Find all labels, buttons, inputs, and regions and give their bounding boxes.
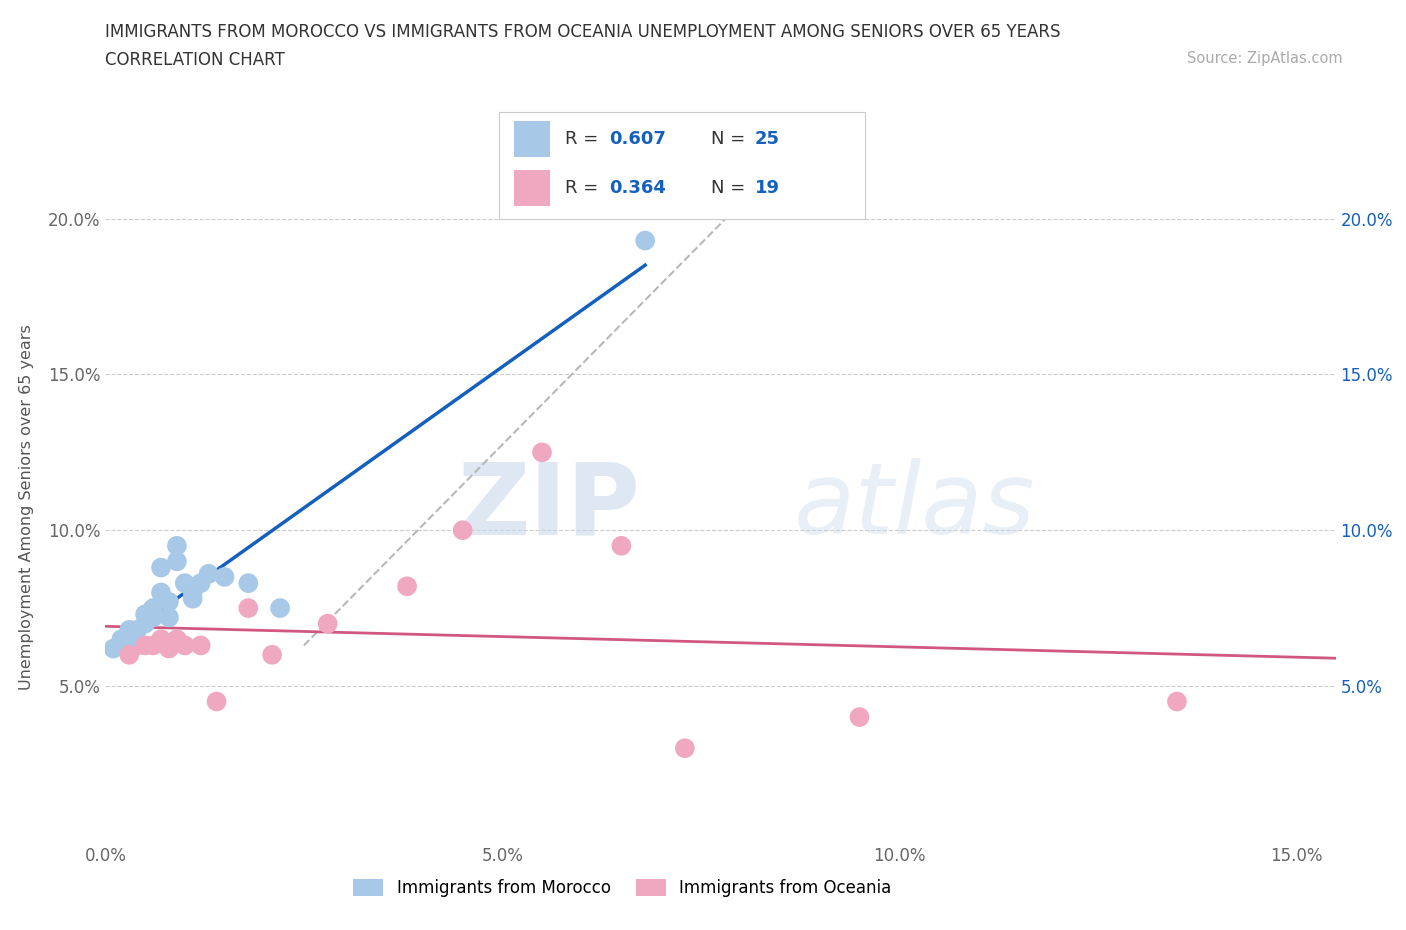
Point bbox=[157, 594, 180, 609]
Point bbox=[214, 569, 236, 584]
Point bbox=[118, 631, 141, 646]
Point bbox=[118, 622, 141, 637]
Point bbox=[166, 554, 188, 569]
Point bbox=[134, 617, 156, 631]
FancyBboxPatch shape bbox=[513, 121, 550, 156]
Point bbox=[1166, 694, 1188, 709]
Point bbox=[142, 610, 165, 625]
Text: atlas: atlas bbox=[794, 458, 1036, 555]
Point bbox=[157, 610, 180, 625]
Text: 19: 19 bbox=[755, 179, 780, 197]
Point bbox=[396, 578, 419, 593]
Text: N =: N = bbox=[711, 179, 751, 197]
Point bbox=[673, 741, 696, 756]
Point bbox=[634, 233, 657, 248]
Text: 0.607: 0.607 bbox=[609, 130, 665, 148]
Text: ZIP: ZIP bbox=[458, 458, 641, 555]
Point bbox=[190, 638, 212, 653]
Point bbox=[197, 566, 219, 581]
Point bbox=[110, 631, 132, 646]
Text: R =: R = bbox=[565, 130, 605, 148]
FancyBboxPatch shape bbox=[513, 170, 550, 206]
Point bbox=[238, 601, 260, 616]
Point bbox=[316, 617, 339, 631]
Point bbox=[262, 647, 284, 662]
Point bbox=[150, 585, 173, 600]
Point bbox=[181, 591, 204, 606]
Text: 25: 25 bbox=[755, 130, 780, 148]
Point bbox=[451, 523, 474, 538]
Point bbox=[166, 538, 188, 553]
Legend: Immigrants from Morocco, Immigrants from Oceania: Immigrants from Morocco, Immigrants from… bbox=[346, 872, 898, 904]
Point bbox=[173, 638, 195, 653]
Point bbox=[127, 638, 149, 653]
Text: N =: N = bbox=[711, 130, 751, 148]
Y-axis label: Unemployment Among Seniors over 65 years: Unemployment Among Seniors over 65 years bbox=[20, 324, 34, 690]
Point bbox=[142, 638, 165, 653]
Point bbox=[150, 560, 173, 575]
Point bbox=[848, 710, 870, 724]
Text: 0.364: 0.364 bbox=[609, 179, 665, 197]
Text: Source: ZipAtlas.com: Source: ZipAtlas.com bbox=[1187, 51, 1343, 66]
Point bbox=[150, 631, 173, 646]
Point bbox=[157, 641, 180, 656]
Text: IMMIGRANTS FROM MOROCCO VS IMMIGRANTS FROM OCEANIA UNEMPLOYMENT AMONG SENIORS OV: IMMIGRANTS FROM MOROCCO VS IMMIGRANTS FR… bbox=[105, 23, 1062, 41]
Point bbox=[530, 445, 553, 459]
Point bbox=[610, 538, 633, 553]
Point bbox=[190, 576, 212, 591]
Point bbox=[142, 601, 165, 616]
Point bbox=[173, 576, 195, 591]
Point bbox=[181, 585, 204, 600]
Point bbox=[238, 576, 260, 591]
Point bbox=[269, 601, 291, 616]
Point bbox=[103, 641, 125, 656]
Point bbox=[205, 694, 228, 709]
Point bbox=[134, 607, 156, 622]
Text: R =: R = bbox=[565, 179, 605, 197]
Point bbox=[134, 638, 156, 653]
Point bbox=[166, 631, 188, 646]
Point bbox=[118, 647, 141, 662]
Point bbox=[127, 622, 149, 637]
Text: CORRELATION CHART: CORRELATION CHART bbox=[105, 51, 285, 69]
